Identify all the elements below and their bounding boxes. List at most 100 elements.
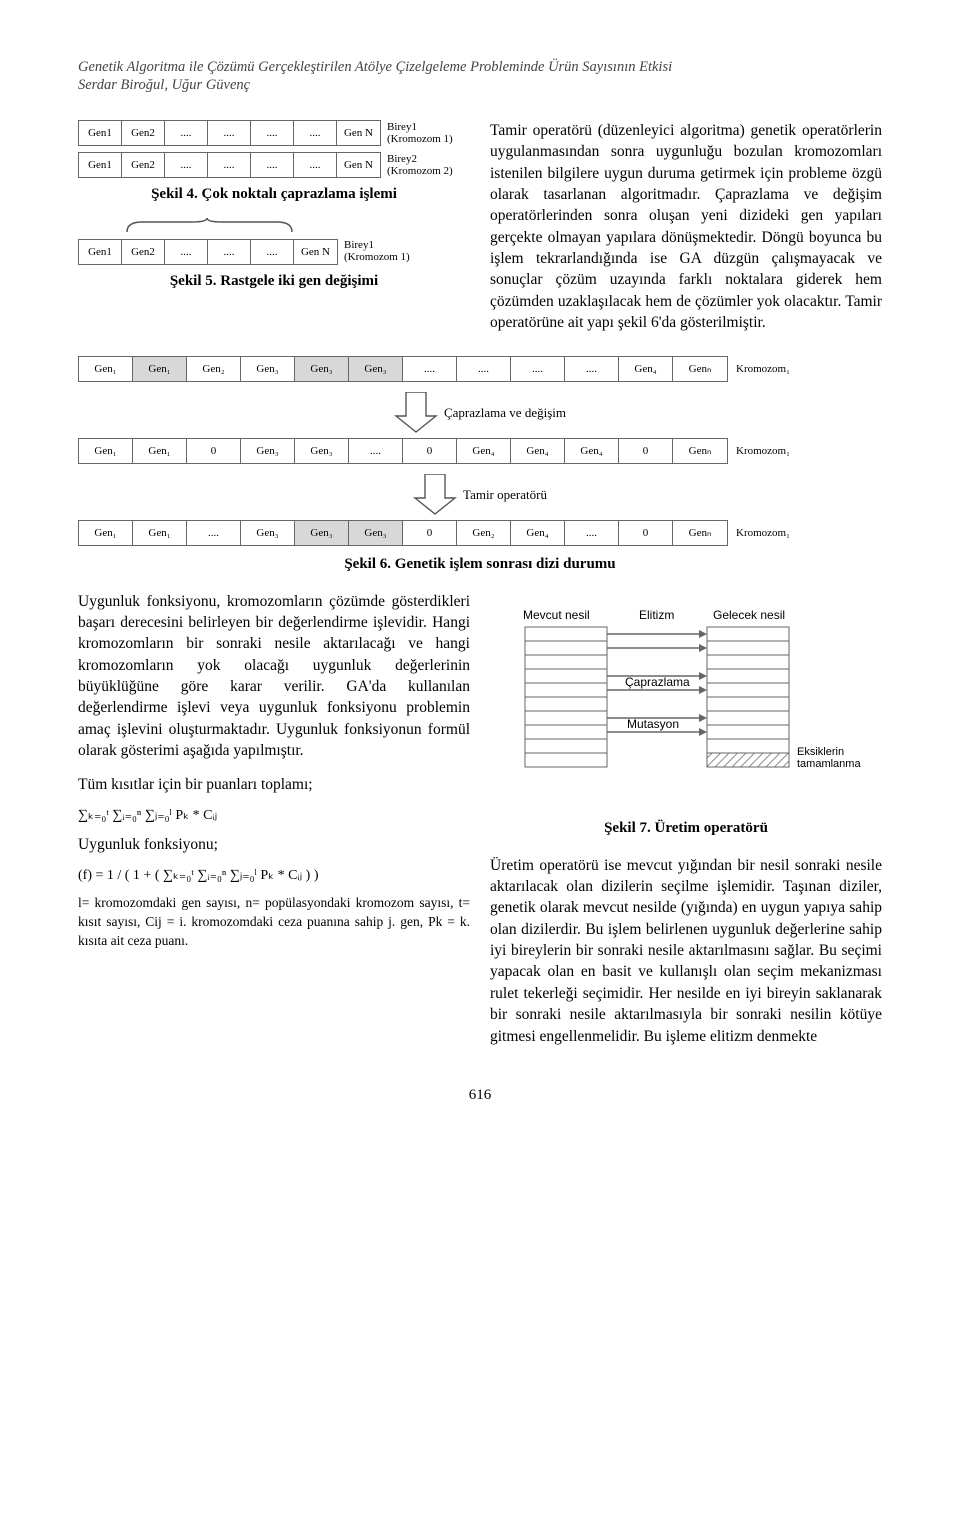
figure-7-caption: Şekil 7. Üretim operatörü <box>490 820 882 837</box>
section-top: Gen1Gen2................Gen NBirey1(Krom… <box>78 120 882 334</box>
gene-cell: Gen N <box>337 121 380 145</box>
svg-text:Elitizm: Elitizm <box>639 608 674 622</box>
operation-arrow: Çaprazlama ve değişim <box>78 392 882 434</box>
paper-authors: Serdar Biroğul, Uğur Güvenç <box>78 77 882 94</box>
arrow-down-icon <box>413 474 457 516</box>
operation-arrow: Tamir operatörü <box>78 474 882 516</box>
figure-5-caption: Şekil 5. Rastgele iki gen değişimi <box>78 273 470 290</box>
gene-cell: .... <box>165 121 208 145</box>
chromosome-row: Gen₁Gen₁Gen₂Gen₃Gen₃Gen₃................… <box>78 356 882 382</box>
chromosome-label: Kromozom₁ <box>736 527 790 539</box>
footnote-defs: l= kromozomdaki gen sayısı, n= popülasyo… <box>78 894 470 951</box>
gene-cell: Gen₄ <box>619 357 673 381</box>
chromosome-label: Birey1(Kromozom 1) <box>387 121 453 145</box>
svg-text:Mutasyon: Mutasyon <box>627 717 679 731</box>
gene-cell: .... <box>294 153 337 177</box>
gene-cell: .... <box>165 153 208 177</box>
chromosome-row: Gen1Gen2................Gen NBirey2(Krom… <box>78 152 470 178</box>
chromosome-row: Gen1Gen2................Gen NBirey1(Krom… <box>78 120 470 146</box>
gene-cell: Gen₁ <box>133 521 187 545</box>
math-sum: ∑ₖ₌₀ᵗ ∑ᵢ₌₀ⁿ ∑ⱼ₌₀ˡ Pₖ * Cᵢⱼ <box>78 807 470 824</box>
gene-cell: Gen₁ <box>79 439 133 463</box>
gene-cell: Gen N <box>294 240 337 264</box>
chromosome-label: Birey2(Kromozom 2) <box>387 153 453 177</box>
figure-6-caption: Şekil 6. Genetik işlem sonrası dizi duru… <box>78 556 882 573</box>
gene-cell: Genₙ <box>673 439 727 463</box>
paragraph-bottom-left: Uygunluk fonksiyonu, kromozomların çözüm… <box>78 591 470 762</box>
gene-cell: .... <box>165 240 208 264</box>
gene-cell: .... <box>208 240 251 264</box>
gene-cell: .... <box>251 153 294 177</box>
gene-cell: Gen2 <box>122 153 165 177</box>
gene-cell: .... <box>511 357 565 381</box>
gene-cell: Gen₃ <box>295 357 349 381</box>
chromosome-label: Kromozom₁ <box>736 363 790 375</box>
gene-cell: .... <box>565 357 619 381</box>
gene-cell: Gen1 <box>79 153 122 177</box>
paper-title: Genetik Algoritma ile Çözümü Gerçekleşti… <box>78 58 882 77</box>
gene-cell: Gen₂ <box>457 521 511 545</box>
gene-cell: .... <box>403 357 457 381</box>
chromosome-row: Gen₁Gen₁0Gen₃Gen₃....0Gen₄Gen₄Gen₄0GenₙK… <box>78 438 882 464</box>
figure-7: Mevcut nesil Gelecek nesil Elitizm Çaprazla… <box>490 597 882 837</box>
svg-text:Eksiklerintamamlanması: Eksiklerintamamlanması <box>797 746 861 770</box>
gene-cell: Gen₃ <box>241 439 295 463</box>
gene-cell: Gen N <box>337 153 380 177</box>
svg-text:Mevcut nesil: Mevcut nesil <box>523 608 590 622</box>
gene-cell: Gen₁ <box>133 357 187 381</box>
gene-cell: Gen₄ <box>457 439 511 463</box>
gene-cell: Gen₃ <box>349 521 403 545</box>
chromosome-row: Gen₁Gen₁....Gen₃Gen₃Gen₃0Gen₂Gen₄....0Ge… <box>78 520 882 546</box>
operation-label: Çaprazlama ve değişim <box>444 405 566 420</box>
gene-cell: .... <box>187 521 241 545</box>
gene-cell: Gen₁ <box>133 439 187 463</box>
label-uygunluk: Uygunluk fonksiyonu; <box>78 834 470 855</box>
gene-cell: Gen₂ <box>187 357 241 381</box>
gene-cell: Gen₃ <box>295 521 349 545</box>
gene-cell: .... <box>294 121 337 145</box>
gene-cell: .... <box>565 521 619 545</box>
gene-cell: Gen₃ <box>349 357 403 381</box>
gene-cell: Genₙ <box>673 357 727 381</box>
gene-cell: Gen₄ <box>511 439 565 463</box>
gene-cell: Gen₄ <box>511 521 565 545</box>
page-number: 616 <box>78 1069 882 1104</box>
gene-cell: .... <box>208 121 251 145</box>
gene-cell: .... <box>251 240 294 264</box>
gene-cell: Gen₃ <box>295 439 349 463</box>
label-tum-kisitlar: Tüm kısıtlar için bir puanları toplamı; <box>78 774 470 795</box>
gene-cell: .... <box>251 121 294 145</box>
gene-cell: Gen2 <box>122 240 165 264</box>
svg-text:Gelecek nesil: Gelecek nesil <box>713 608 785 622</box>
figure-6: Gen₁Gen₁Gen₂Gen₃Gen₃Gen₃................… <box>78 356 882 573</box>
figure-4-caption: Şekil 4. Çok noktalı çaprazlama işlemi <box>78 186 470 203</box>
operation-label: Tamir operatörü <box>463 487 547 502</box>
production-operator-diagram: Mevcut nesil Gelecek nesil Elitizm Çaprazla… <box>511 597 861 807</box>
math-f: (f) = 1 / ( 1 + ( ∑ₖ₌₀ᵗ ∑ᵢ₌₀ⁿ ∑ⱼ₌₀ˡ Pₖ *… <box>78 867 470 884</box>
gene-cell: .... <box>349 439 403 463</box>
gene-cell: .... <box>208 153 251 177</box>
figure-5: Gen1Gen2............Gen NBirey1(Kromozom… <box>78 218 470 290</box>
page-header: Genetik Algoritma ile Çözümü Gerçekleşti… <box>78 58 882 94</box>
gene-cell: Gen₃ <box>241 357 295 381</box>
gene-cell: Gen₃ <box>241 521 295 545</box>
bracket-icon <box>122 218 297 234</box>
paragraph-bottom-right: Üretim operatörü ise mevcut yığından bir… <box>490 855 882 1047</box>
gene-cell: 0 <box>403 439 457 463</box>
chromosome-label: Kromozom₁ <box>736 445 790 457</box>
svg-text:Çaprazlama: Çaprazlama <box>625 675 690 689</box>
gene-cell: Gen₁ <box>79 357 133 381</box>
gene-cell: 0 <box>403 521 457 545</box>
gene-cell: .... <box>457 357 511 381</box>
section-bottom: Uygunluk fonksiyonu, kromozomların çözüm… <box>78 591 882 1047</box>
gene-cell: Gen2 <box>122 121 165 145</box>
gene-cell: Gen₁ <box>79 521 133 545</box>
figure-4: Gen1Gen2................Gen NBirey1(Krom… <box>78 120 470 203</box>
gene-cell: Gen₄ <box>565 439 619 463</box>
gene-cell: 0 <box>187 439 241 463</box>
chromosome-label: Birey1(Kromozom 1) <box>344 239 410 263</box>
chromosome-row: Gen1Gen2............Gen NBirey1(Kromozom… <box>78 239 470 265</box>
gene-cell: 0 <box>619 521 673 545</box>
gene-cell: 0 <box>619 439 673 463</box>
gene-cell: Gen1 <box>79 240 122 264</box>
